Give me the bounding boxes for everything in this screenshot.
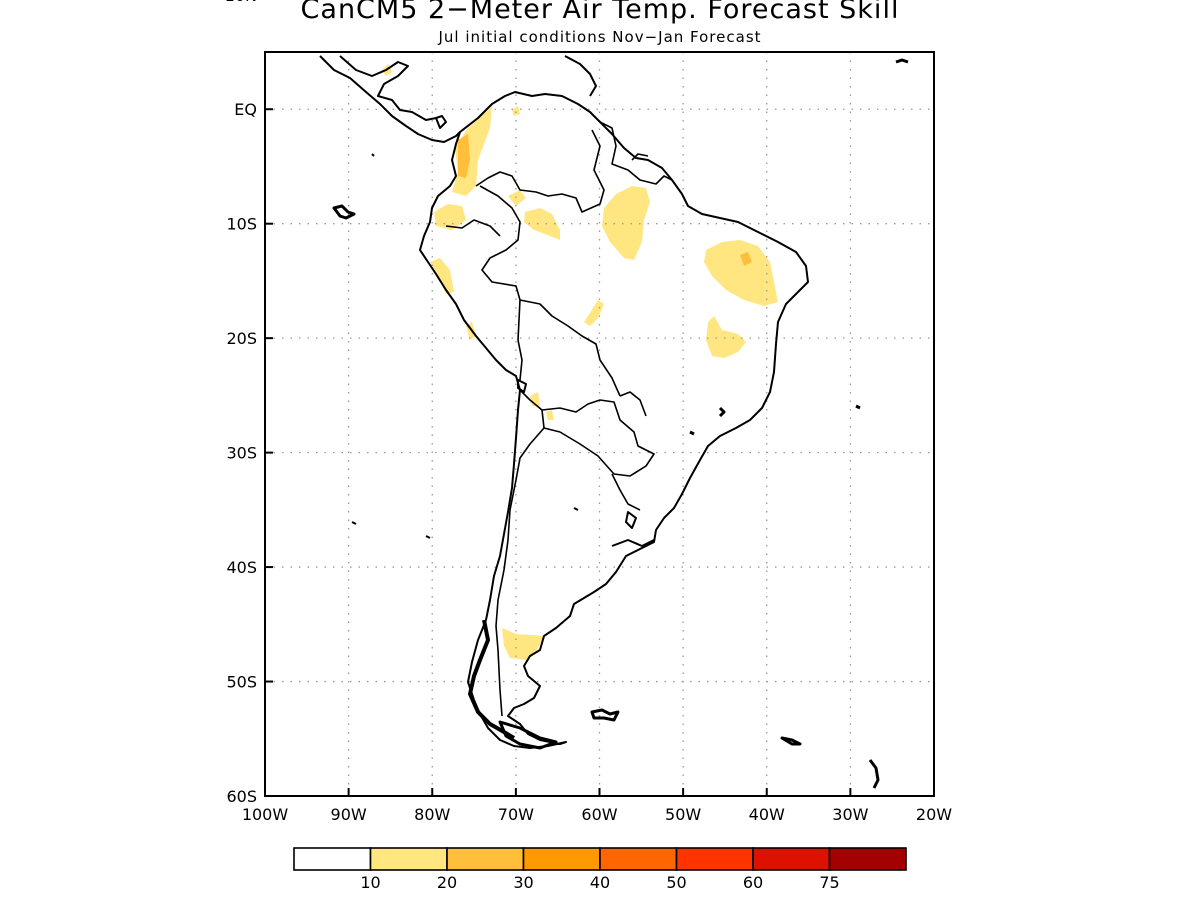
skill-area-colombia-high: [458, 134, 470, 178]
skill-area-ecuador: [434, 204, 466, 230]
colorbar-swatch: [446, 847, 525, 871]
skill-area-guiana: [602, 186, 650, 260]
islands-pacific: [351, 153, 579, 539]
galapagos: [332, 204, 356, 220]
country-borders: [445, 121, 673, 717]
lon-label: 80W: [414, 805, 450, 824]
lon-label: 30W: [832, 805, 868, 824]
skill-area-patagonia: [502, 628, 544, 660]
central-america-coastline: [319, 55, 461, 143]
skill-area-northeast-brazil: [704, 240, 778, 306]
colorbar-swatch: [293, 847, 372, 871]
tierra-del-fuego: [498, 720, 558, 750]
islands-northeast: [689, 58, 909, 789]
south-america-coastline: [419, 91, 809, 749]
graticule: [265, 52, 934, 796]
lon-label: 100W: [242, 805, 289, 824]
lat-label: EQ: [234, 100, 257, 119]
lon-label: 70W: [498, 805, 534, 824]
skill-area-northeast-brazil-high: [740, 252, 752, 266]
colorbar-label: 30: [513, 873, 533, 892]
map-title: CanCM5 2−Meter Air Temp. Forecast Skill: [300, 0, 900, 25]
lon-label: 20W: [916, 805, 952, 824]
falkland-islands: [590, 708, 620, 722]
lat-label: 30S: [226, 444, 257, 463]
lagoa-dos-patos: [625, 511, 637, 529]
coastlines: [319, 55, 909, 789]
colorbar-swatch: [752, 847, 831, 871]
skill-area-venezuela-coast: [512, 106, 520, 116]
colorbar-swatch: [599, 847, 678, 871]
lon-label: 60W: [581, 805, 617, 824]
colorbar-swatch: [522, 847, 601, 871]
lake-titicaca: [517, 379, 527, 393]
colorbar-label: 75: [819, 873, 839, 892]
skill-area-bahia: [706, 316, 746, 358]
skill-area-peru-north: [430, 258, 454, 294]
lat-label: 10N: [225, 0, 257, 5]
skill-area-chaco: [546, 410, 554, 420]
colorbar-swatch: [369, 847, 448, 871]
axes: 100W 90W 80W 70W 60W 50W 40W 30W 20W 10N EQ 10S 20S 3…: [225, 0, 953, 824]
colorbar-swatch: [675, 847, 754, 871]
south-georgia: [780, 736, 802, 746]
lat-label: 50S: [226, 673, 257, 692]
chiloe-archipelago: [468, 619, 516, 740]
caribbean-coast-a: [564, 55, 597, 97]
colorbar-label: 40: [590, 873, 610, 892]
lat-label: 40S: [226, 558, 257, 577]
skill-area-rondonia: [584, 300, 604, 326]
lon-label: 40W: [749, 805, 785, 824]
colorbar-label: 10: [360, 873, 380, 892]
lon-label: 90W: [331, 805, 367, 824]
map-subtitle: Jul initial conditions Nov−Jan Forecast: [438, 28, 762, 46]
lat-label: 20S: [226, 329, 257, 348]
colorbar-label: 60: [743, 873, 763, 892]
lat-label: 10S: [226, 215, 257, 234]
color-bar: 10 20 30 40 50 60 75: [293, 847, 907, 892]
lat-label: 60S: [226, 787, 257, 806]
skill-area-amazon-west: [524, 208, 560, 240]
colorbar-swatch: [828, 847, 907, 871]
colorbar-label: 20: [437, 873, 457, 892]
skill-area-venezuela: [508, 190, 526, 206]
skill-shading: [382, 64, 778, 660]
uruguay-coast: [611, 539, 655, 547]
colorbar-label: 50: [666, 873, 686, 892]
lon-label: 50W: [665, 805, 701, 824]
